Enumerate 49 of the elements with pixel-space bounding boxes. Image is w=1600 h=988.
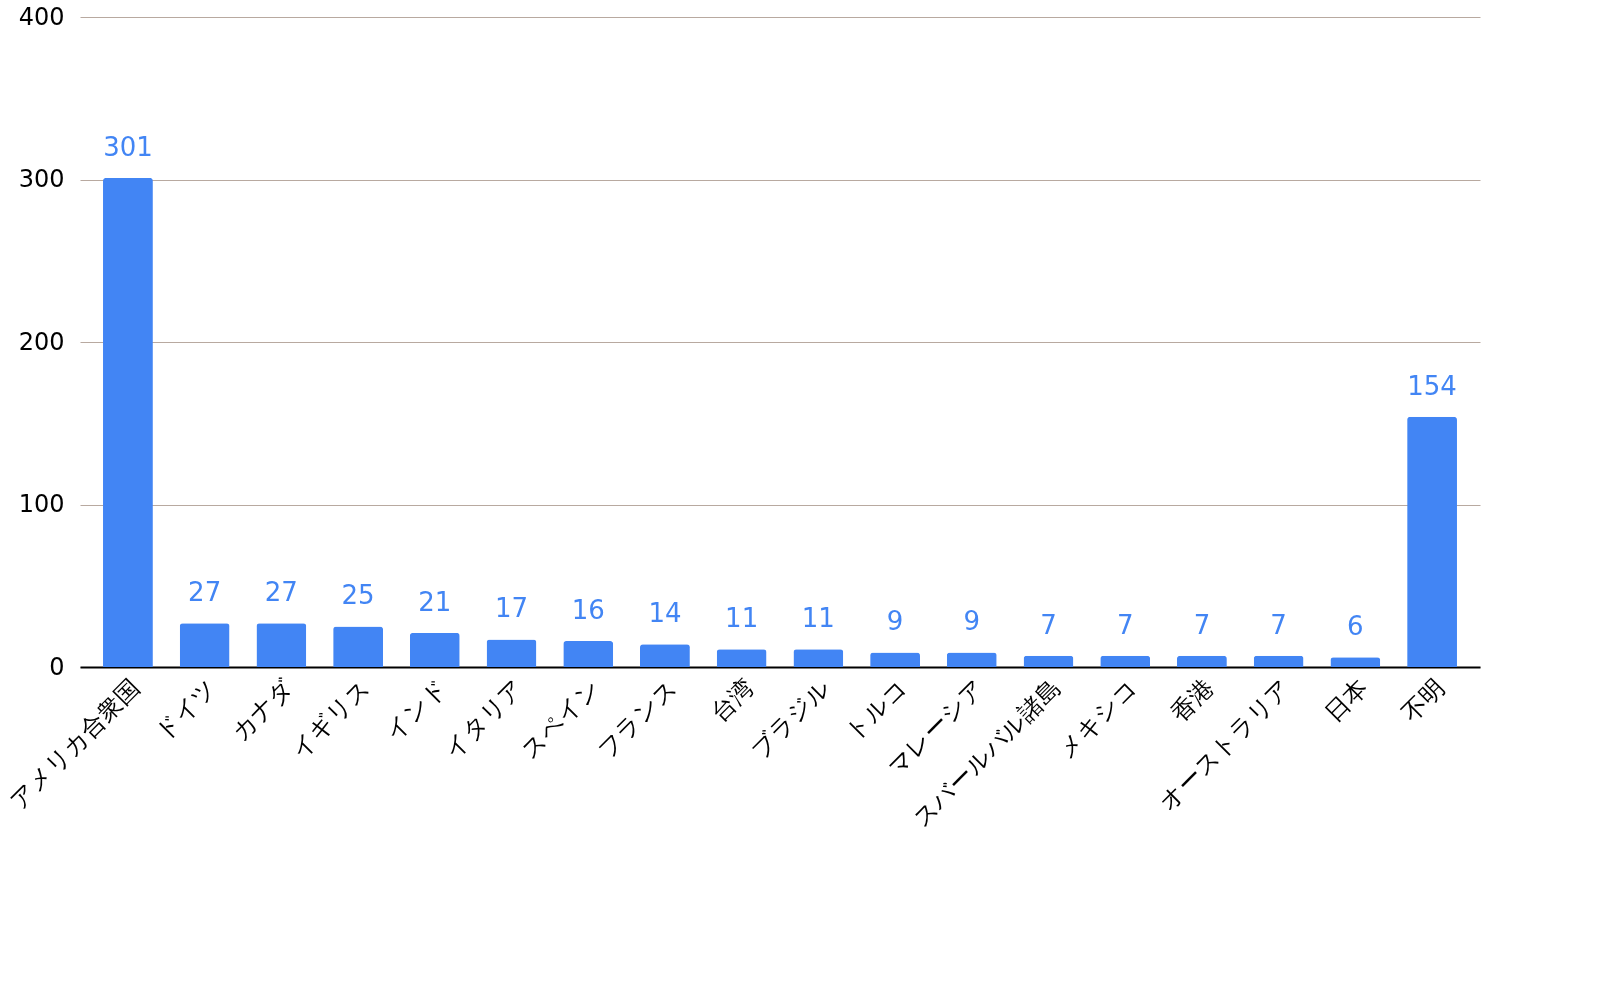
data-label: 6 <box>1347 611 1364 642</box>
bar <box>1330 657 1381 667</box>
data-label: 25 <box>341 580 375 611</box>
x-tick-label: 不明 <box>1395 673 1450 728</box>
y-tick-label: 200 <box>18 327 65 356</box>
bar <box>640 644 690 667</box>
data-label: 9 <box>886 606 904 637</box>
bar <box>1176 655 1227 667</box>
data-label: 27 <box>188 577 222 608</box>
data-label: 301 <box>103 131 153 162</box>
bar <box>333 626 384 667</box>
bar <box>1253 655 1304 667</box>
bar <box>1407 416 1457 667</box>
data-label: 16 <box>571 595 605 625</box>
x-tick-label: フランス <box>592 673 683 764</box>
data-label: 27 <box>264 577 298 608</box>
bar <box>486 639 537 667</box>
data-label: 17 <box>494 593 529 624</box>
x-tick-label: 台湾 <box>705 673 760 728</box>
bar <box>870 652 920 667</box>
data-label: 7 <box>1116 609 1134 640</box>
data-label: 7 <box>1270 609 1287 640</box>
data-label: 11 <box>725 603 759 634</box>
bar <box>409 632 460 667</box>
y-tick-label: 300 <box>18 165 65 193</box>
x-tick-label: ドイツ <box>149 673 223 747</box>
bar <box>1100 655 1151 667</box>
data-label: 21 <box>418 586 452 617</box>
bar <box>103 177 153 667</box>
bar <box>793 649 844 667</box>
data-label: 7 <box>1040 609 1057 640</box>
y-tick-label: 400 <box>18 2 65 31</box>
x-tick-label: 香港 <box>1165 673 1220 728</box>
bar <box>946 652 997 667</box>
bar <box>1023 655 1074 667</box>
data-label: 154 <box>1407 370 1457 401</box>
data-label: 7 <box>1193 609 1211 640</box>
y-tick-label: 0 <box>49 652 65 681</box>
bar <box>716 649 767 667</box>
bar <box>563 641 614 667</box>
x-tick-label: インド <box>379 673 453 747</box>
y-tick-label: 100 <box>18 490 65 518</box>
data-label: 11 <box>801 603 835 634</box>
data-label: 14 <box>648 598 682 629</box>
bar <box>256 623 307 667</box>
bar <box>179 623 230 667</box>
data-label: 9 <box>963 606 981 637</box>
x-tick-label: カナダ <box>226 673 300 747</box>
x-tick-label: 日本 <box>1319 673 1374 728</box>
